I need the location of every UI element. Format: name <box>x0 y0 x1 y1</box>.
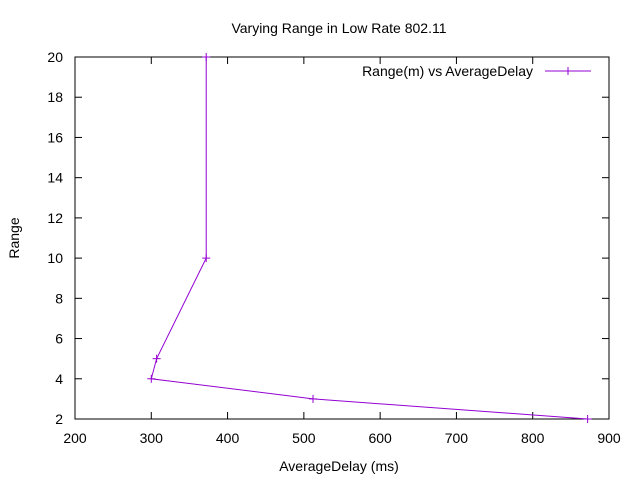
data-point-marker <box>147 374 156 383</box>
x-tick-label: 400 <box>216 430 240 446</box>
y-tick-label: 6 <box>55 331 63 347</box>
data-point-marker <box>202 53 211 61</box>
legend-marker <box>564 67 572 75</box>
data-point-marker <box>152 354 161 363</box>
x-tick-label: 200 <box>63 430 87 446</box>
y-tick-label: 20 <box>47 49 63 65</box>
y-tick-label: 2 <box>55 411 63 427</box>
y-tick-label: 12 <box>47 210 63 226</box>
x-axis-title: AverageDelay (ms) <box>279 458 399 474</box>
series-layer <box>147 53 592 423</box>
legend-label: Range(m) vs AverageDelay <box>362 63 533 79</box>
chart-title: Varying Range in Low Rate 802.11 <box>231 20 446 36</box>
data-point-marker <box>202 254 211 263</box>
x-tick-label: 800 <box>521 430 545 446</box>
x-tick-label: 300 <box>140 430 164 446</box>
y-axis-title: Range <box>6 217 22 258</box>
x-tick-label: 700 <box>445 430 469 446</box>
y-axis-ticks: 2 4 6 8 10 12 14 16 18 20 <box>47 49 609 427</box>
series-line <box>150 57 588 420</box>
y-tick-label: 10 <box>47 250 63 266</box>
data-point-marker <box>309 394 318 403</box>
data-point-marker <box>583 415 592 423</box>
legend: Range(m) vs AverageDelay <box>362 63 591 79</box>
x-tick-label: 600 <box>368 430 392 446</box>
y-tick-label: 14 <box>47 170 63 186</box>
y-tick-label: 8 <box>55 290 63 306</box>
x-axis-ticks: 200 300 400 500 600 700 800 900 <box>63 57 621 446</box>
y-tick-label: 4 <box>55 371 63 387</box>
x-tick-label: 900 <box>597 430 621 446</box>
x-tick-label: 500 <box>292 430 316 446</box>
plot-area-border <box>74 56 610 420</box>
y-tick-label: 16 <box>47 129 63 145</box>
y-tick-label: 18 <box>47 89 63 105</box>
